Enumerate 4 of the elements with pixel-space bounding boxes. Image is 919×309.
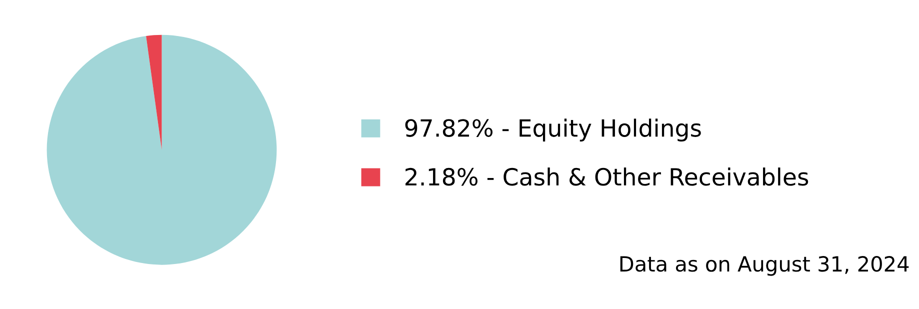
text: Data as on August 31, 2024 [620,256,909,276]
legend-label: 2.18% - Cash & Other Receivables [406,167,808,186]
pie-slice [46,34,277,265]
legend-label: 97.82% - Equity Holdings [405,118,701,142]
